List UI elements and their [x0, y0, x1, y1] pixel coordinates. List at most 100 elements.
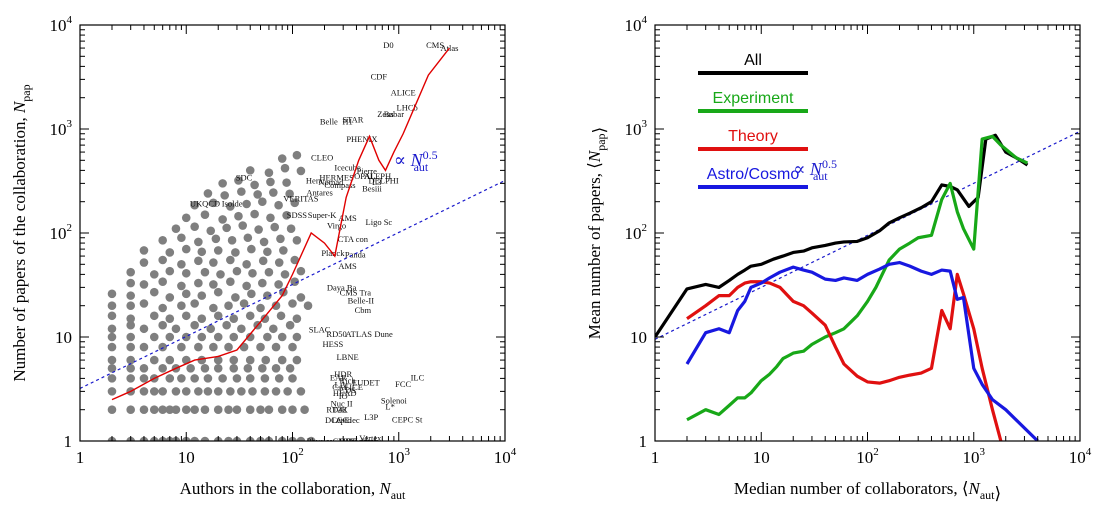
scatter-point [194, 342, 203, 352]
scatter-point [126, 342, 135, 352]
scatter-point [296, 166, 306, 176]
scatter-point [209, 280, 218, 289]
scatter-point [165, 248, 175, 257]
right-plot-content [655, 130, 1080, 441]
legend-label: Astro/Cosmo [707, 166, 800, 183]
collaboration-label: STAR [342, 115, 363, 125]
right-plot-frame [654, 24, 1081, 442]
scatter-point [285, 189, 294, 199]
scatter-point [254, 225, 263, 234]
collaboration-label: Icecube [334, 162, 361, 172]
scatter-point [186, 364, 195, 373]
collaboration-label: CTA con [338, 234, 369, 244]
scatter-point [139, 374, 149, 383]
scatter-point [285, 364, 295, 373]
scatter-point [177, 281, 186, 291]
scatter-point [264, 168, 274, 178]
collaboration-label: Lepto [332, 415, 352, 425]
collaboration-label: AMS [338, 261, 357, 271]
right-x-axis-label: Median number of collaborators, ⟨Naut⟩ [734, 479, 1001, 503]
collaboration-label: DELPHI [368, 175, 398, 185]
collaboration-label: DCCC [325, 415, 348, 425]
collaboration-label: Antares [306, 187, 332, 197]
x-tick-label: 10 [753, 448, 770, 467]
right-axis-ticks: 1 10 102 103 104 1 10 102 103 104 [625, 14, 1092, 467]
collaboration-label: AMS [338, 213, 357, 223]
scatter-point [269, 324, 278, 334]
scatter-point [149, 355, 159, 365]
collaboration-label: Dune [374, 329, 393, 339]
scatter-point [277, 405, 287, 414]
y-tick-label: 1 [64, 432, 73, 451]
y-tick-label: 10 [630, 328, 647, 347]
scatter-point [200, 436, 210, 441]
scatter-point [213, 364, 223, 373]
scatter-point [200, 405, 210, 414]
x-tick-label: 1 [76, 448, 85, 467]
y-tick-label: 104 [625, 14, 648, 35]
scatter-point [245, 374, 255, 383]
scatter-point [171, 387, 181, 396]
scatter-point [158, 236, 167, 245]
scatter-point [229, 314, 239, 323]
scatter-point [226, 277, 235, 287]
y-tick-label: 103 [625, 118, 648, 139]
scatter-point [126, 314, 135, 323]
y-tick-label: 1 [639, 432, 648, 451]
collaboration-label: CMS Tra [340, 288, 372, 298]
scatter-point [245, 311, 255, 321]
scatter-point [197, 332, 207, 342]
scatter-point [288, 405, 297, 414]
scatter-point [190, 200, 199, 210]
scatter-point [165, 266, 175, 276]
collaboration-label: Besiii [362, 184, 382, 194]
legend-label: Theory [728, 128, 778, 145]
scatter-point [288, 374, 297, 383]
scatter-point [194, 387, 203, 396]
scatter-point [260, 387, 270, 396]
fit-line [80, 179, 505, 390]
scatter-point [107, 324, 117, 334]
scatter-point [158, 277, 167, 287]
scatter-point [238, 221, 248, 230]
collaboration-label: CEPC St [392, 415, 423, 425]
scatter-point [206, 226, 216, 236]
collaboration-label: A-Elec [336, 415, 360, 425]
scatter-point [231, 248, 240, 257]
scatter-point [306, 436, 316, 441]
collaboration-label: ALEPH [364, 171, 391, 181]
scatter-point [190, 405, 199, 414]
scatter-point [158, 342, 167, 352]
scatter-point [224, 342, 233, 352]
collaboration-label: HESS [322, 339, 343, 349]
scatter-point [190, 222, 199, 231]
collaboration-label: Panda [345, 250, 366, 260]
scatter-point [288, 342, 297, 352]
scatter-point [149, 387, 159, 396]
scatter-point [177, 233, 186, 243]
scatter-point [149, 287, 159, 297]
collaboration-label: ATLAS [345, 329, 372, 339]
scatter-point [253, 190, 262, 199]
scatter-point [232, 266, 242, 276]
scatter-point [126, 320, 135, 330]
scatter-point [158, 387, 167, 396]
scatter-point [158, 405, 167, 414]
scatter-point [206, 324, 216, 334]
scatter-point [107, 332, 117, 342]
scatter-point [165, 355, 175, 365]
scatter-point [224, 436, 233, 441]
scatter-point [229, 332, 239, 342]
scatter-point [271, 364, 281, 373]
scatter-point [258, 197, 267, 206]
scatter-point [227, 236, 237, 245]
collaboration-label: ILC [411, 373, 425, 383]
scatter-point [256, 405, 265, 414]
collaboration-label: T2K [332, 405, 348, 415]
x-tick-label: 10 [178, 448, 195, 467]
scatter-point [177, 342, 186, 352]
collaboration-label: OPAL [354, 171, 375, 181]
collaboration-label: LBNE [336, 352, 358, 362]
scatter-point [107, 374, 117, 383]
scatter-point [213, 405, 223, 414]
